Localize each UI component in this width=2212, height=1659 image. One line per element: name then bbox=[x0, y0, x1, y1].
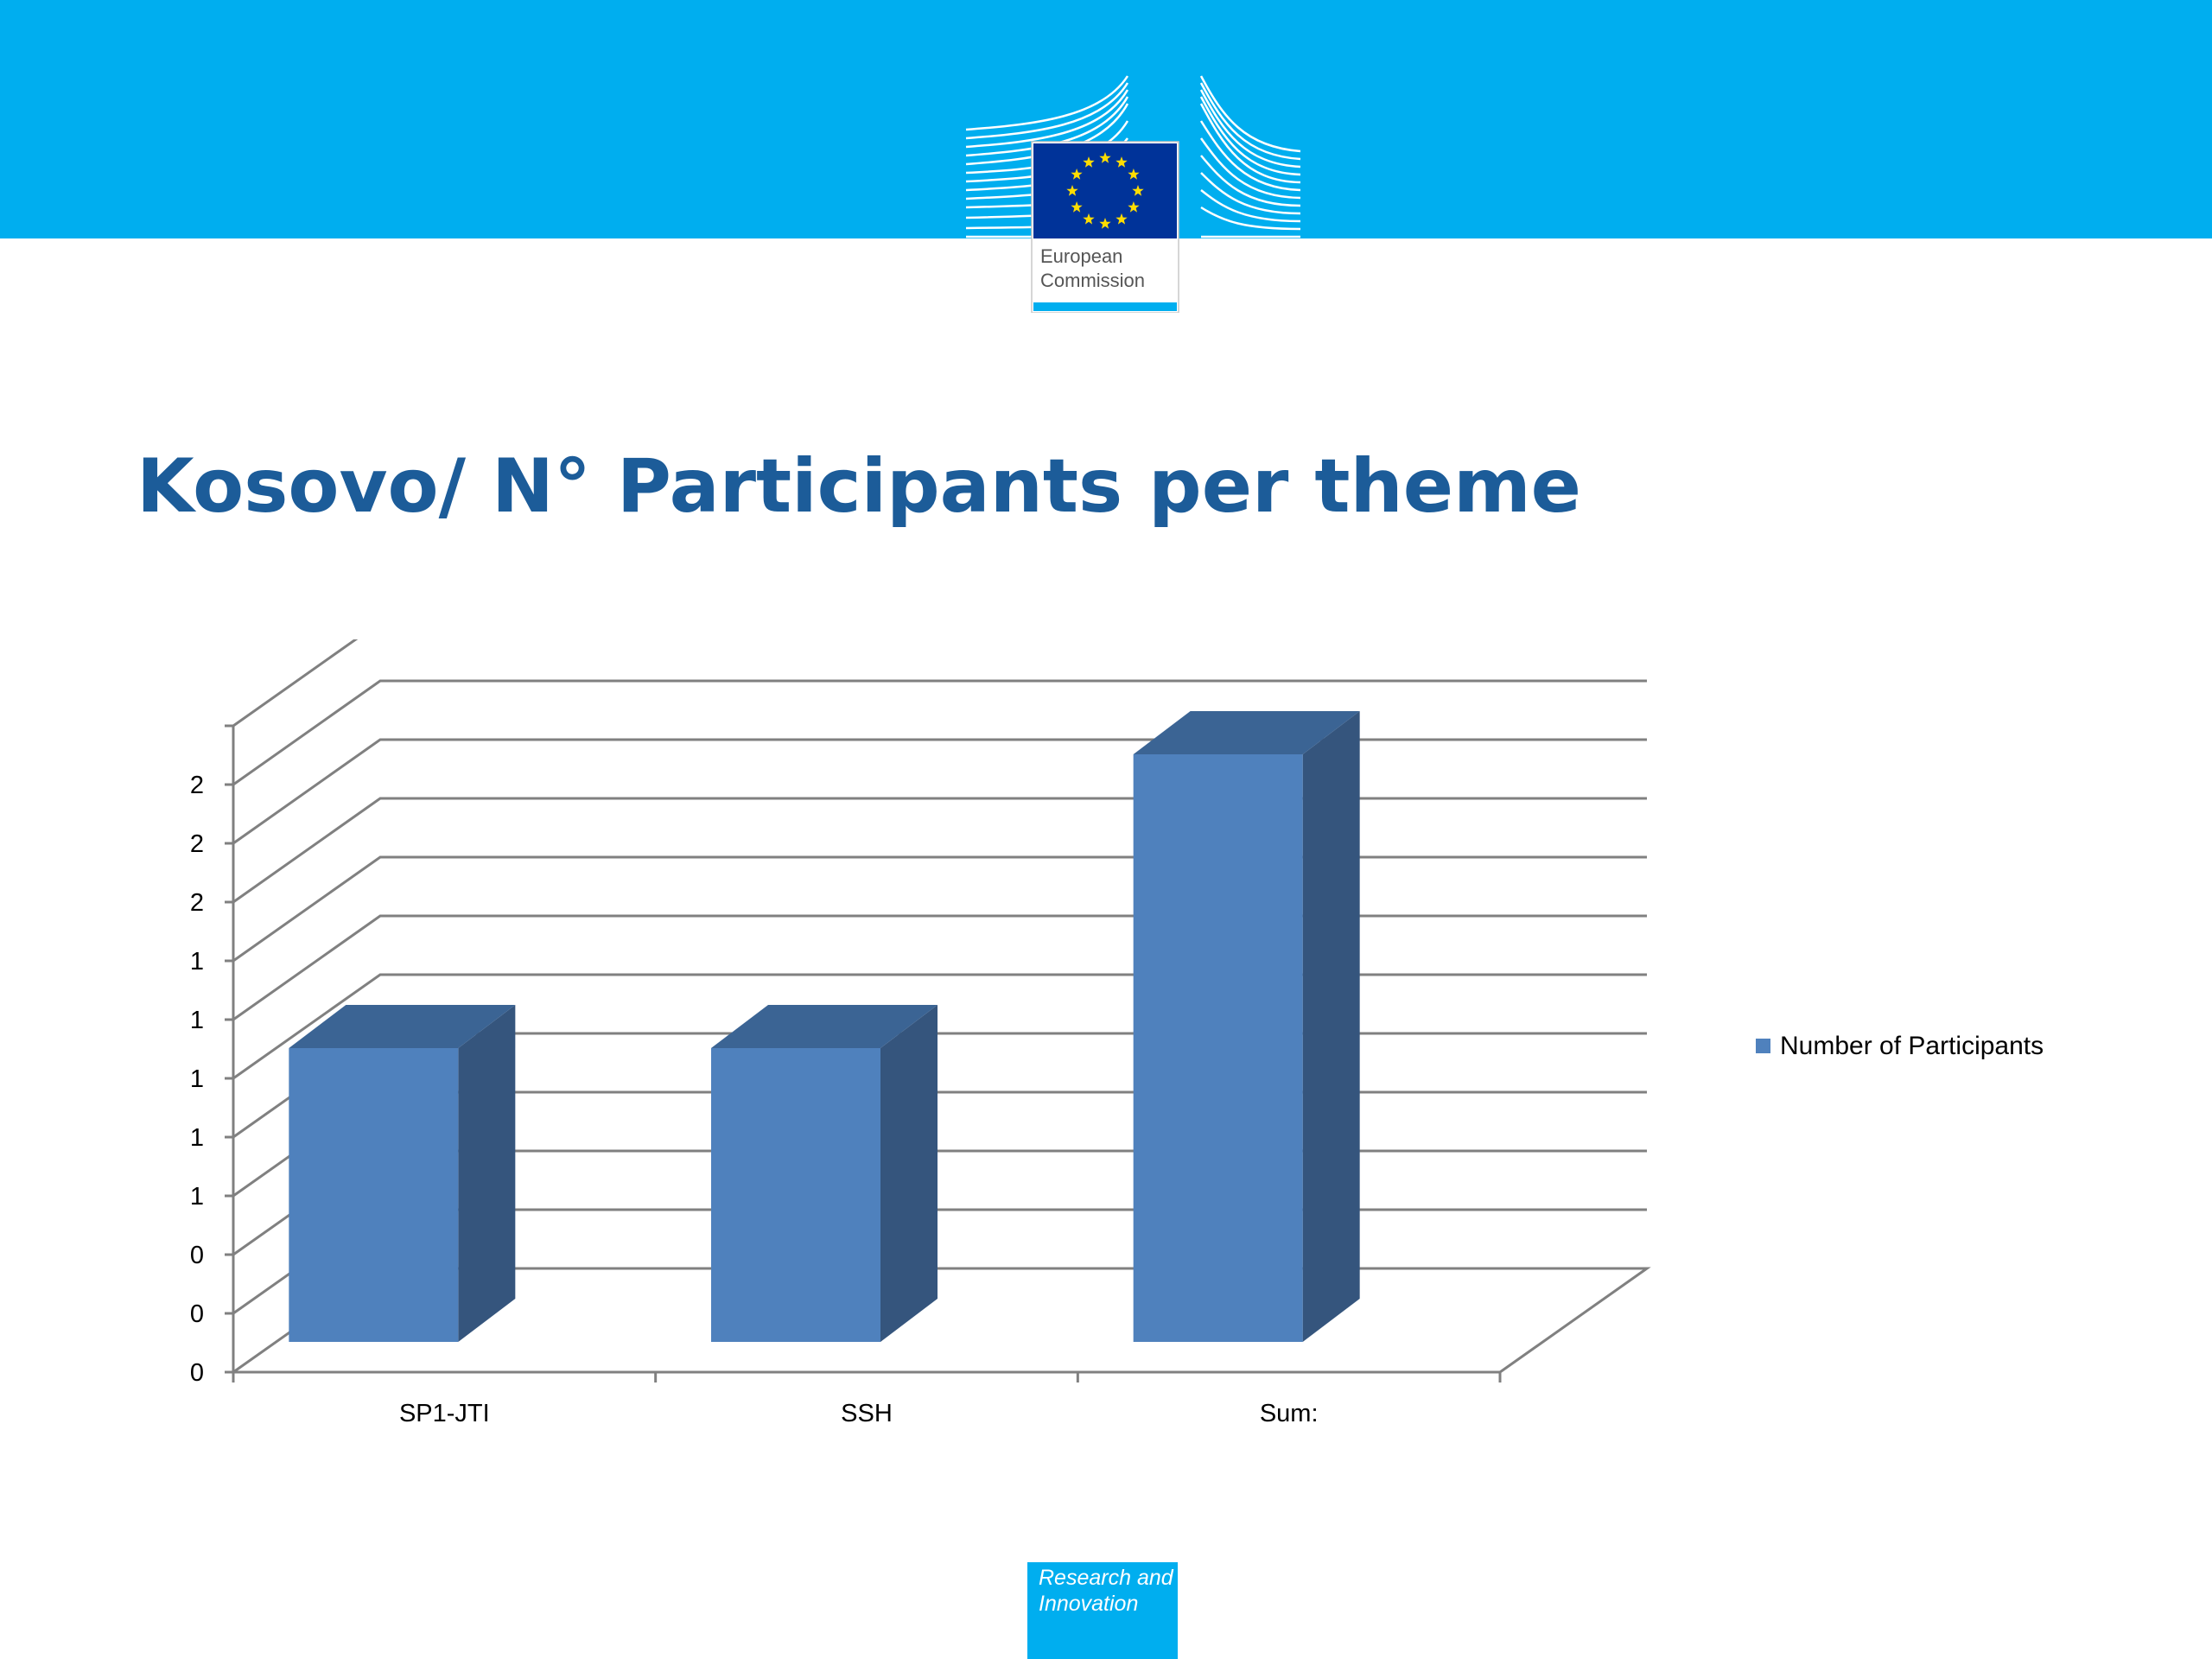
bar-top-face bbox=[1133, 711, 1360, 754]
eu-star-icon bbox=[1071, 168, 1083, 180]
slide-title: Kosovo/ N° Participants per theme bbox=[137, 443, 1582, 530]
bar-side-face bbox=[880, 1005, 938, 1342]
bar-front-face bbox=[289, 1048, 459, 1342]
x-tick-label: SSH bbox=[841, 1400, 893, 1427]
x-axis-tick-labels: SP1-JTI SSH Sum: bbox=[399, 1400, 1319, 1427]
gridline bbox=[232, 855, 1647, 963]
chart-bars bbox=[289, 711, 1360, 1342]
eu-star-icon bbox=[1116, 156, 1128, 168]
bar-top-face bbox=[289, 1005, 516, 1048]
y-tick-label: 1 bbox=[190, 1065, 204, 1093]
eu-star-icon bbox=[1083, 213, 1095, 225]
badge-text-research-and: Research and bbox=[1039, 1566, 1173, 1590]
y-tick-label: 0 bbox=[190, 1242, 204, 1269]
y-axis-tick-labels: 0 0 0 1 1 1 1 1 2 2 2 bbox=[190, 772, 204, 1387]
y-tick-label: 0 bbox=[190, 1359, 204, 1387]
bar-SSH bbox=[711, 1005, 938, 1342]
eu-star-icon bbox=[1099, 152, 1111, 163]
y-tick-label: 1 bbox=[190, 1183, 204, 1211]
bar-side-face bbox=[1302, 711, 1360, 1342]
eu-star-icon bbox=[1116, 213, 1128, 225]
eu-stars-icon bbox=[1066, 152, 1144, 229]
gridline bbox=[232, 914, 1647, 1021]
y-tick-label: 1 bbox=[190, 1124, 204, 1152]
gridline bbox=[232, 738, 1647, 845]
bar-top-face bbox=[711, 1005, 938, 1048]
logo-text-european: European bbox=[1040, 245, 1123, 267]
bar-side-face bbox=[458, 1005, 516, 1342]
bar-Sum: bbox=[1133, 711, 1360, 1342]
legend-label-number-of-participants: Number of Participants bbox=[1780, 1032, 2044, 1060]
gridline bbox=[232, 797, 1647, 904]
y-tick-label: 2 bbox=[190, 889, 204, 917]
eu-star-icon bbox=[1099, 218, 1111, 229]
eu-star-icon bbox=[1132, 185, 1144, 196]
eu-star-icon bbox=[1083, 156, 1095, 168]
gridline bbox=[232, 679, 1647, 786]
logo-stripe bbox=[1033, 302, 1177, 311]
logo-text-commission: Commission bbox=[1040, 270, 1146, 291]
y-tick-label: 2 bbox=[190, 772, 204, 799]
bar-SP1-JTI bbox=[289, 1005, 516, 1342]
eu-star-icon bbox=[1128, 168, 1140, 180]
badge-text-innovation: Innovation bbox=[1039, 1592, 1139, 1616]
y-tick-label: 1 bbox=[190, 1007, 204, 1034]
legend-swatch bbox=[1756, 1039, 1770, 1053]
x-tick-label: SP1-JTI bbox=[399, 1400, 490, 1427]
eu-star-icon bbox=[1128, 201, 1140, 213]
research-innovation-badge bbox=[1027, 1562, 1178, 1659]
eu-star-icon bbox=[1071, 201, 1083, 213]
gridline bbox=[232, 639, 359, 728]
y-tick-label: 2 bbox=[190, 830, 204, 858]
bar-front-face bbox=[1133, 754, 1303, 1342]
x-tick-label: Sum: bbox=[1260, 1400, 1319, 1427]
eu-star-icon bbox=[1066, 185, 1078, 196]
y-tick-label: 0 bbox=[190, 1300, 204, 1328]
y-tick-label: 1 bbox=[190, 948, 204, 976]
european-commission-logo bbox=[965, 75, 1301, 313]
chart-legend: Number of Participants bbox=[1756, 1032, 2044, 1060]
bar-front-face bbox=[711, 1048, 880, 1342]
participants-bar-chart: 0 0 0 1 1 1 1 1 2 2 2 SP1-JTI SSH Sum: Number of Par… bbox=[190, 639, 2044, 1427]
